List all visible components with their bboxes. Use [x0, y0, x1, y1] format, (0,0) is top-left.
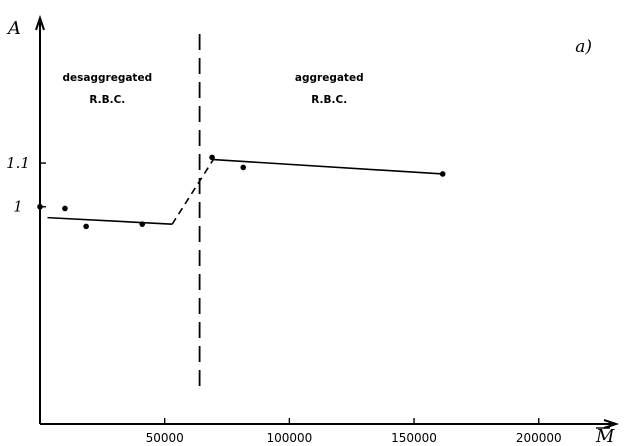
x-axis-arrow	[603, 419, 620, 429]
region-label-aggregated: aggregated	[295, 72, 364, 84]
x-tick-label: 150000	[391, 431, 437, 445]
fit-line-dashed	[171, 159, 214, 225]
x-tick-label: 200000	[516, 431, 562, 445]
region-label-aggregated: R.B.C.	[311, 94, 347, 106]
y-tick-label: 1	[13, 198, 23, 216]
x-tick-label: 50000	[146, 431, 184, 445]
data-point	[37, 203, 43, 210]
y-axis-label: A	[6, 18, 21, 39]
x-tick-label: 100000	[266, 431, 312, 445]
fit-line-solid	[47, 216, 173, 225]
data-point	[439, 171, 446, 177]
data-point	[139, 221, 146, 227]
fit-line-solid	[213, 158, 443, 175]
x-axis-label: M	[595, 426, 615, 446]
y-axis-arrow	[35, 14, 45, 31]
data-point	[83, 223, 89, 230]
panel-label: a)	[575, 37, 592, 57]
data-point	[209, 154, 215, 161]
y-tick-label: 1.1	[6, 154, 30, 172]
data-point	[62, 205, 68, 212]
region-label-desaggregated: R.B.C.	[89, 94, 125, 106]
data-point	[240, 164, 247, 171]
region-label-desaggregated: desaggregated	[63, 72, 153, 84]
